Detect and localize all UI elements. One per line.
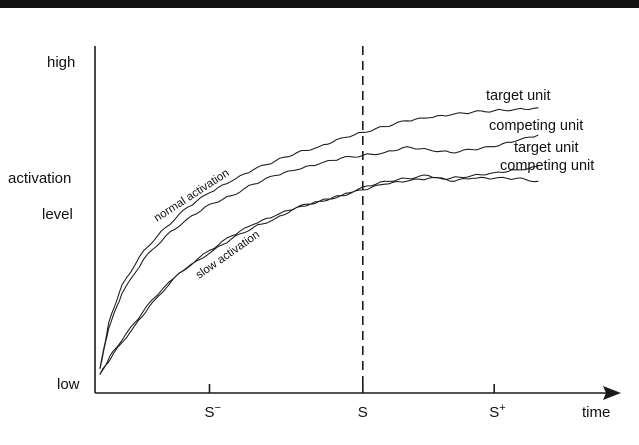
series-label-slow-target-unit: target unit: [514, 140, 579, 156]
y-label-level: level: [42, 206, 73, 223]
series-line-2: [100, 167, 538, 375]
series-line-1: [100, 135, 538, 368]
y-label-high: high: [47, 54, 75, 71]
x-tick-label-0: S−: [205, 402, 221, 421]
series-label-normal-competing-unit: competing unit: [489, 118, 583, 134]
x-axis-label: time: [582, 404, 610, 421]
series-label-normal-target-unit: target unit: [486, 88, 551, 104]
y-label-activation: activation: [8, 170, 71, 187]
series-label-slow-competing-unit: competing unit: [500, 158, 594, 174]
series-line-0: [100, 108, 538, 369]
group-label-slow-activation: slow activation: [194, 229, 262, 282]
x-tick-label-1: S: [358, 404, 368, 421]
y-label-low: low: [57, 376, 80, 393]
x-tick-label-2: S+: [489, 402, 505, 421]
top-rule: [0, 0, 639, 8]
